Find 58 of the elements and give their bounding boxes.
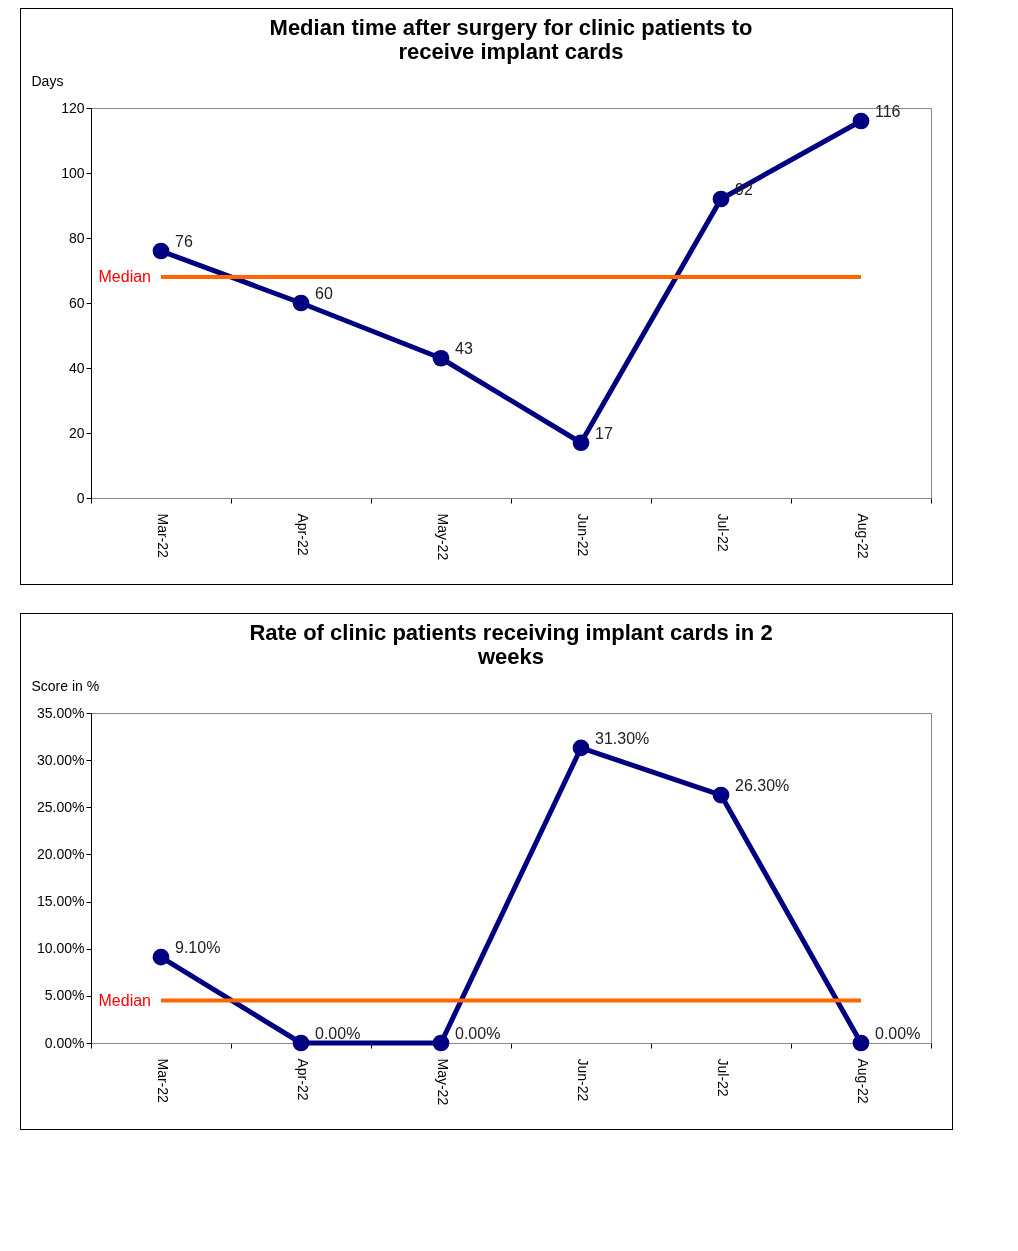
text: weeks bbox=[477, 644, 545, 669]
point bbox=[292, 294, 310, 312]
y-tick-label: 40 bbox=[68, 359, 85, 376]
y-tick-label: 35.00% bbox=[37, 704, 85, 721]
point bbox=[432, 1034, 450, 1052]
data-label: 0.00% bbox=[315, 1025, 361, 1042]
point bbox=[432, 349, 450, 367]
data-label: 43 bbox=[455, 340, 473, 358]
point bbox=[572, 434, 590, 452]
y-tick-label: 100 bbox=[61, 164, 85, 181]
x-tick-label: Jun-22 bbox=[574, 513, 591, 557]
point bbox=[712, 190, 730, 208]
data-label: 26.30% bbox=[735, 777, 790, 795]
y-tick-label: 0.00% bbox=[44, 1034, 85, 1051]
x-tick-label: Aug-22 bbox=[854, 513, 871, 559]
data-label: 0.00% bbox=[455, 1025, 501, 1042]
x-tick-label: Apr-22 bbox=[294, 1058, 311, 1101]
data-label: 0.00% bbox=[875, 1025, 921, 1042]
x-tick-label: May-22 bbox=[434, 1058, 451, 1106]
text: Rate of clinic patients receiving implant cards in 2 bbox=[249, 620, 773, 645]
y-tick-label: 5.00% bbox=[44, 987, 85, 1004]
y-tick-label: 0 bbox=[76, 489, 85, 506]
point bbox=[152, 948, 170, 966]
text: receive implant cards bbox=[398, 39, 624, 64]
x-tick-label: Aug-22 bbox=[854, 1058, 871, 1104]
y-tick-label: 30.00% bbox=[37, 751, 85, 768]
y-tick-label: 10.00% bbox=[37, 940, 85, 957]
data-label: 60 bbox=[315, 285, 333, 302]
x-tick-label: Apr-22 bbox=[294, 513, 311, 556]
data-label: 76 bbox=[175, 233, 193, 250]
point bbox=[292, 1034, 310, 1052]
point bbox=[152, 242, 170, 260]
x-tick-label: Mar-22 bbox=[154, 513, 171, 559]
x-tick-label: Jul-22 bbox=[714, 513, 731, 552]
ref-line-label: Median bbox=[98, 991, 151, 1009]
x-tick-label: Jun-22 bbox=[574, 1058, 591, 1102]
y-tick-label: 20 bbox=[68, 424, 85, 441]
data-label: 31.30% bbox=[595, 729, 650, 747]
text: Median time after surgery for clinic patients to bbox=[269, 15, 753, 40]
y-tick-label: 25.00% bbox=[37, 798, 85, 815]
x-tick-label: Mar-22 bbox=[154, 1058, 171, 1104]
data-label: 17 bbox=[595, 424, 613, 442]
y-tick-label: 60 bbox=[68, 294, 85, 311]
ref-line-label: Median bbox=[98, 268, 151, 285]
y-tick-label: 15.00% bbox=[37, 893, 85, 910]
y-tick-label: 120 bbox=[61, 99, 85, 116]
point bbox=[852, 112, 870, 130]
y-tick-label: 80 bbox=[68, 229, 85, 246]
y-tick-label: 20.00% bbox=[37, 845, 85, 862]
point bbox=[712, 786, 730, 804]
point bbox=[572, 739, 590, 757]
y-axis-title: Score in % bbox=[31, 677, 100, 694]
data-label: 9.10% bbox=[175, 939, 221, 957]
y-axis-title: Days bbox=[31, 72, 64, 89]
point bbox=[852, 1034, 870, 1052]
x-tick-label: Jul-22 bbox=[714, 1058, 731, 1097]
data-label: 116 bbox=[875, 103, 901, 120]
x-tick-label: May-22 bbox=[434, 513, 451, 561]
